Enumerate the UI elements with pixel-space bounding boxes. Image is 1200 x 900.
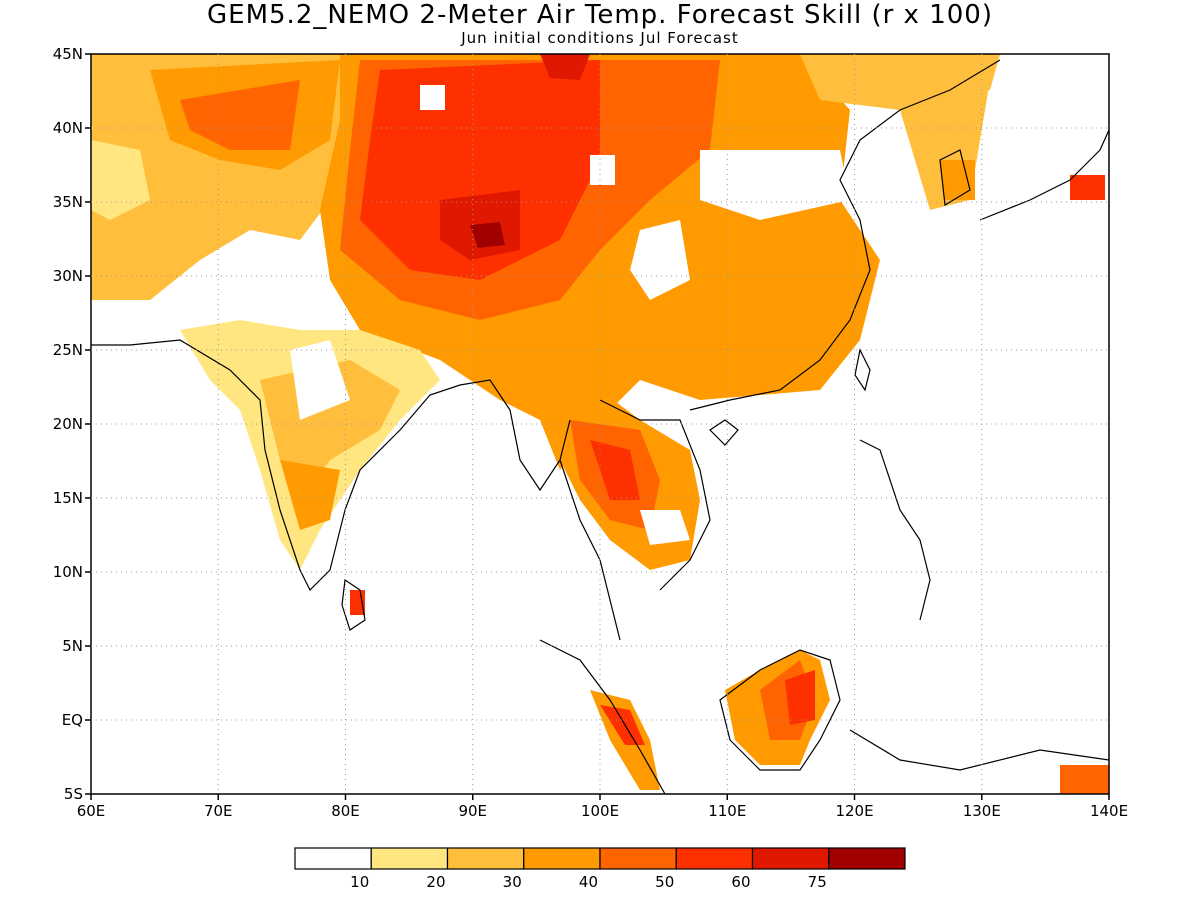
lat-tick-label: 5N	[62, 637, 83, 655]
colorbar-label: 40	[579, 873, 598, 891]
colorbar-swatch	[675, 847, 754, 870]
lon-tick-label: 80E	[331, 802, 360, 820]
lat-tick-label: 20N	[53, 415, 83, 433]
map-subtitle: Jun initial conditions Jul Forecast	[461, 29, 739, 47]
lon-tick-label: 120E	[835, 802, 873, 820]
colorbar-swatch	[446, 847, 525, 870]
colorbar-label: 20	[426, 873, 445, 891]
lat-tick-label: 5S	[64, 785, 83, 803]
colorbar-swatch	[294, 847, 372, 870]
lat-tick-label: 25N	[53, 341, 83, 359]
lon-tick-label: 90E	[458, 802, 487, 820]
lat-tick-label: EQ	[62, 711, 83, 729]
lon-tick-label: 140E	[1090, 802, 1128, 820]
lat-tick-label: 10N	[53, 563, 83, 581]
colorbar-swatch	[828, 847, 906, 870]
lat-tick-label: 40N	[53, 119, 83, 137]
colorbar-label: 10	[350, 873, 369, 891]
colorbar-label: 75	[808, 873, 827, 891]
colorbar-label: 50	[655, 873, 674, 891]
lat-tick-label: 45N	[53, 45, 83, 63]
colorbar: 10 20 30 40 50 60 75	[294, 847, 906, 891]
skill-shading	[91, 54, 1109, 794]
lon-tick-label: 100E	[581, 802, 619, 820]
lon-tick-label: 70E	[204, 802, 233, 820]
lon-tick-label: 130E	[963, 802, 1001, 820]
colorbar-label: 30	[503, 873, 522, 891]
gridlines	[91, 54, 1109, 794]
lat-tick-label: 35N	[53, 193, 83, 211]
lat-tick-label: 15N	[53, 489, 83, 507]
lon-tick-label: 110E	[708, 802, 746, 820]
lon-tick-label: 60E	[77, 802, 106, 820]
lat-tick-label: 30N	[53, 267, 83, 285]
map-title: GEM5.2_NEMO 2-Meter Air Temp. Forecast S…	[207, 0, 993, 30]
colorbar-swatch	[599, 847, 677, 870]
colorbar-label: 60	[731, 873, 750, 891]
colorbar-swatch	[370, 847, 449, 870]
colorbar-swatch	[523, 847, 601, 870]
colorbar-swatch	[751, 847, 830, 870]
